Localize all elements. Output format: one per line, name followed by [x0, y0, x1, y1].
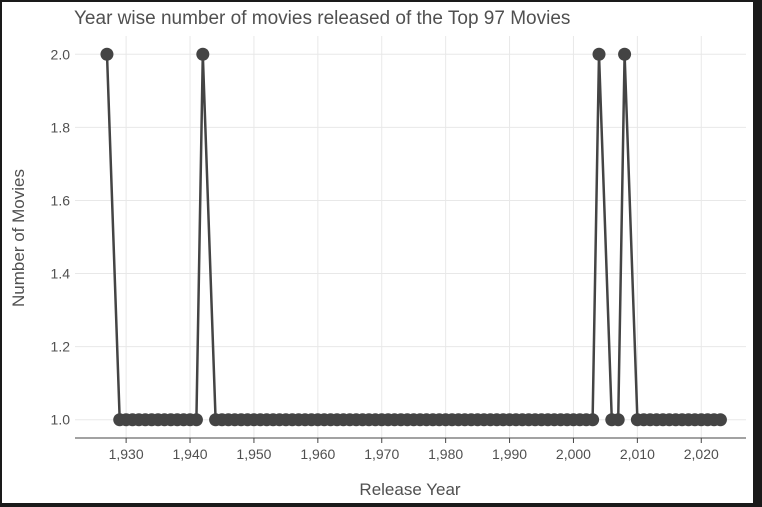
x-tick-label: 1,980 — [428, 446, 463, 462]
x-tick-label: 1,950 — [236, 446, 271, 462]
y-tick-label: 1.2 — [51, 339, 71, 355]
grid-layer — [75, 36, 746, 438]
x-axis: 1,930 1,940 1,950 1,960 1,970 1,980 1,990 2,000… — [109, 438, 719, 462]
data-point[interactable] — [586, 413, 600, 427]
y-tick-label: 1.0 — [51, 412, 71, 428]
chart-svg: Year wise number of movies released of t… — [9, 8, 746, 499]
y-tick-label: 1.4 — [51, 266, 71, 282]
x-axis-title: Release Year — [359, 480, 460, 499]
x-tick-label: 1,960 — [300, 446, 335, 462]
y-axis-title: Number of Movies — [9, 169, 28, 307]
y-tick-label: 2.0 — [51, 46, 71, 62]
data-point[interactable] — [196, 47, 210, 61]
x-tick-label: 1,990 — [492, 446, 527, 462]
x-tick-label: 2,020 — [684, 446, 719, 462]
data-point[interactable] — [618, 47, 632, 61]
x-tick-label: 2,000 — [556, 446, 591, 462]
series-line — [105, 53, 721, 421]
x-tick-label: 1,930 — [109, 446, 144, 462]
y-tick-label: 1.8 — [51, 119, 71, 135]
chart-title: Year wise number of movies released of t… — [74, 8, 570, 29]
y-tick-label: 1.6 — [51, 192, 71, 208]
x-tick-label: 1,970 — [364, 446, 399, 462]
y-axis: 1.0 1.2 1.4 1.6 1.8 2.0 — [51, 46, 71, 427]
data-point[interactable] — [611, 413, 625, 427]
x-tick-label: 1,940 — [173, 446, 208, 462]
x-tick-label: 2,010 — [620, 446, 655, 462]
series-layer — [100, 47, 727, 427]
data-point[interactable] — [189, 413, 203, 427]
data-point[interactable] — [592, 47, 606, 61]
data-point[interactable] — [100, 47, 114, 61]
data-point[interactable] — [713, 413, 727, 427]
